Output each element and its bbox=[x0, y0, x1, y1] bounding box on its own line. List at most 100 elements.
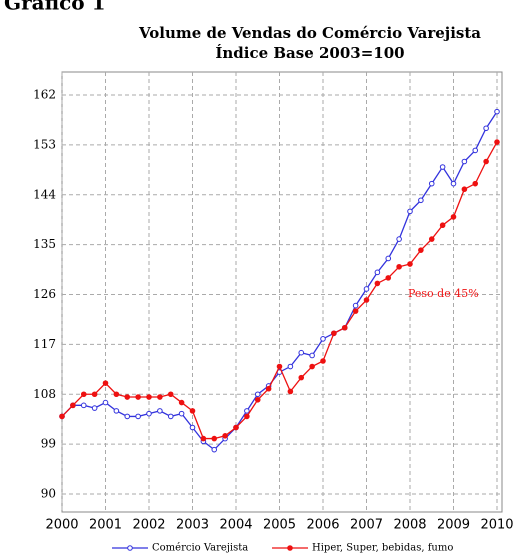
point bbox=[472, 147, 479, 154]
point bbox=[439, 222, 446, 229]
point bbox=[276, 363, 283, 370]
point bbox=[70, 402, 76, 409]
chart-subtitle: Índice Base 2003=100 bbox=[215, 44, 404, 62]
point bbox=[265, 385, 272, 392]
point bbox=[189, 408, 196, 414]
point bbox=[320, 358, 326, 364]
point bbox=[352, 308, 359, 314]
point bbox=[396, 236, 402, 242]
point bbox=[494, 108, 500, 115]
point bbox=[298, 349, 305, 356]
point bbox=[124, 413, 131, 420]
x-tick-label: 2010 bbox=[480, 518, 513, 533]
y-tick-label: 153 bbox=[33, 137, 56, 151]
point bbox=[254, 391, 261, 398]
point bbox=[167, 391, 174, 398]
point bbox=[135, 394, 141, 400]
point bbox=[418, 197, 424, 204]
point bbox=[91, 391, 98, 398]
x-tick-label: 2001 bbox=[89, 518, 122, 533]
point bbox=[407, 208, 413, 215]
x-tick-label: 2006 bbox=[306, 518, 339, 533]
point bbox=[363, 297, 370, 303]
point bbox=[287, 388, 294, 395]
point bbox=[385, 255, 392, 262]
point bbox=[407, 261, 413, 267]
x-tick-label: 2000 bbox=[45, 518, 78, 533]
point bbox=[483, 125, 489, 132]
point bbox=[124, 394, 131, 400]
x-tick-label: 2004 bbox=[219, 518, 252, 533]
point bbox=[287, 363, 294, 370]
legend-label: Comércio Varejista bbox=[152, 543, 248, 554]
x-tick-label: 2005 bbox=[263, 518, 296, 533]
y-tick-label: 99 bbox=[41, 437, 56, 451]
point bbox=[439, 164, 446, 170]
point bbox=[483, 158, 489, 165]
point bbox=[113, 408, 120, 414]
y-tick-label: 108 bbox=[33, 387, 56, 401]
point bbox=[374, 280, 381, 287]
page-title: Gráfico 1 bbox=[4, 0, 106, 15]
x-tick-label: 2007 bbox=[350, 518, 383, 533]
legend-label: Hiper, Super, bebidas, fumo bbox=[312, 543, 453, 554]
point bbox=[178, 410, 185, 417]
point bbox=[59, 413, 65, 420]
point bbox=[233, 424, 239, 431]
point bbox=[385, 275, 392, 281]
point bbox=[461, 186, 468, 193]
point bbox=[167, 413, 174, 420]
point bbox=[189, 424, 196, 431]
point bbox=[341, 324, 348, 331]
point bbox=[472, 180, 479, 187]
point bbox=[80, 391, 87, 398]
y-tick-label: 126 bbox=[33, 287, 56, 301]
point bbox=[157, 394, 163, 400]
point bbox=[320, 336, 326, 342]
annotation: Peso de 45% bbox=[408, 287, 479, 300]
point bbox=[146, 410, 152, 417]
x-tick-label: 2002 bbox=[132, 518, 165, 533]
point bbox=[91, 405, 98, 411]
point bbox=[211, 435, 218, 442]
chart-title: Volume de Vendas do Comércio Varejista bbox=[138, 24, 481, 42]
x-tick-label: 2003 bbox=[176, 518, 209, 533]
point bbox=[428, 180, 435, 187]
point bbox=[428, 236, 435, 242]
y-tick-label: 117 bbox=[33, 337, 56, 351]
y-tick-label: 144 bbox=[33, 187, 56, 201]
point bbox=[244, 413, 250, 420]
point bbox=[298, 374, 305, 381]
point bbox=[418, 247, 424, 253]
point bbox=[157, 408, 163, 414]
point bbox=[363, 286, 370, 292]
point bbox=[222, 433, 228, 439]
point bbox=[146, 394, 152, 400]
point bbox=[135, 413, 141, 420]
point bbox=[80, 402, 87, 409]
legend-marker bbox=[127, 545, 133, 551]
point bbox=[113, 391, 120, 398]
point bbox=[450, 214, 457, 220]
legend-marker bbox=[287, 545, 293, 551]
y-tick-label: 135 bbox=[33, 237, 56, 251]
y-tick-label: 162 bbox=[33, 88, 56, 102]
point bbox=[494, 139, 500, 145]
point bbox=[211, 446, 218, 453]
point bbox=[254, 396, 261, 403]
x-tick-label: 2008 bbox=[393, 518, 426, 533]
point bbox=[244, 408, 250, 414]
point bbox=[450, 180, 457, 187]
point bbox=[200, 435, 207, 442]
point bbox=[396, 263, 402, 270]
point bbox=[102, 380, 109, 386]
y-tick-label: 90 bbox=[41, 487, 56, 501]
point bbox=[331, 330, 337, 337]
point bbox=[178, 399, 185, 406]
point bbox=[352, 302, 359, 309]
point bbox=[102, 399, 109, 406]
x-tick-label: 2009 bbox=[437, 518, 470, 533]
point bbox=[461, 158, 468, 165]
point bbox=[374, 269, 381, 276]
